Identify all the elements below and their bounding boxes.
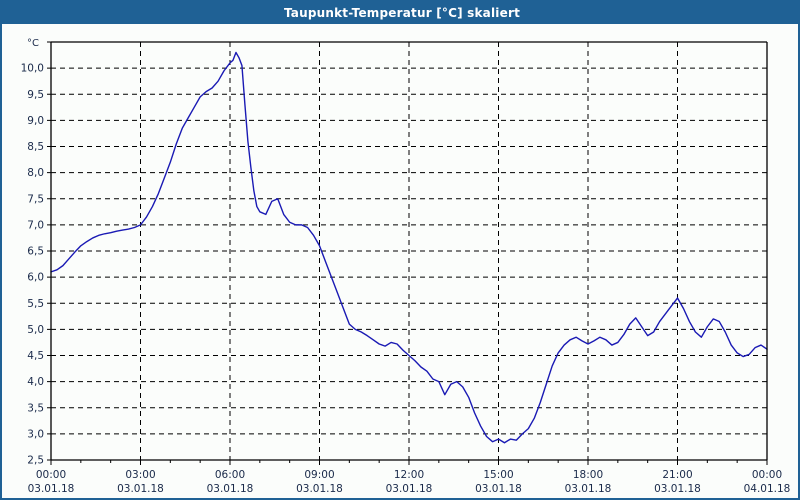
x-tick-label-time: 12:00 (394, 469, 424, 481)
x-tick-label-time: 00:00 (36, 469, 66, 481)
x-tick-label-date: 03.01.18 (386, 483, 433, 495)
y-tick-label: 6,0 (27, 272, 44, 284)
x-axis-tick-labels: 00:00 03.01.18 03:00 03.01.18 06:00 03.01.18 0… (28, 469, 791, 495)
y-tick-label: 8,0 (27, 167, 44, 179)
y-tick-label: 4,5 (27, 350, 44, 362)
y-tick-label: 9,0 (27, 115, 44, 127)
x-tick-label-time: 03:00 (125, 469, 155, 481)
y-tick-label: 7,0 (27, 219, 44, 231)
x-tick-label-date: 04.01.18 (744, 483, 791, 495)
y-tick-label: 5,0 (27, 324, 44, 336)
x-tick-label-date: 03.01.18 (28, 483, 75, 495)
x-tick-label-time: 18:00 (573, 469, 603, 481)
x-tick-label-time: 09:00 (304, 469, 334, 481)
x-tick-label-time: 15:00 (483, 469, 513, 481)
x-tick-label-date: 03.01.18 (117, 483, 164, 495)
y-tick-label: 6,5 (27, 246, 44, 258)
x-tick-label-time: 06:00 (215, 469, 245, 481)
x-tick-label-date: 03.01.18 (296, 483, 343, 495)
y-axis-tick-labels: 2,5 3,0 3,5 4,0 4,5 5,0 5,5 6,0 6,5 7,0 7,5 8,0 8,5 9… (21, 63, 44, 467)
y-tick-label: 2,5 (27, 455, 44, 467)
x-tick-label-date: 03.01.18 (654, 483, 701, 495)
series-line-taupunkt-temperatur (50, 51, 768, 444)
line-chart: 2,5 3,0 3,5 4,0 4,5 5,0 5,5 6,0 6,5 7,0 7,5 8,0 8,5 9… (2, 24, 798, 498)
page-title: Taupunkt-Temperatur [°C] skaliert (283, 6, 521, 20)
y-tick-label: 7,5 (27, 193, 44, 205)
x-tick-label-date: 03.01.18 (565, 483, 612, 495)
y-tick-label: 3,0 (27, 428, 44, 440)
chart-plot-container: 2,5 3,0 3,5 4,0 4,5 5,0 5,5 6,0 6,5 7,0 7,5 8,0 8,5 9… (2, 24, 798, 498)
y-tick-label: 8,5 (27, 141, 44, 153)
y-tick-label: 3,5 (27, 402, 44, 414)
y-tick-label: 4,0 (27, 376, 44, 388)
x-tick-label-time: 21:00 (662, 469, 692, 481)
y-axis-unit-label: °C (27, 38, 39, 49)
x-tick-label-date: 03.01.18 (475, 483, 522, 495)
window-titlebar: Taupunkt-Temperatur [°C] skaliert (2, 2, 798, 24)
y-tick-label: 5,5 (27, 298, 44, 310)
y-tick-label: 9,5 (27, 89, 44, 101)
x-gridlines (140, 42, 678, 460)
x-tick-label-date: 03.01.18 (207, 483, 254, 495)
y-axis-tick-marks (47, 41, 51, 461)
y-tick-label: 10,0 (21, 63, 44, 75)
x-tick-label-time: 00:00 (752, 469, 782, 481)
chart-background (2, 24, 798, 498)
